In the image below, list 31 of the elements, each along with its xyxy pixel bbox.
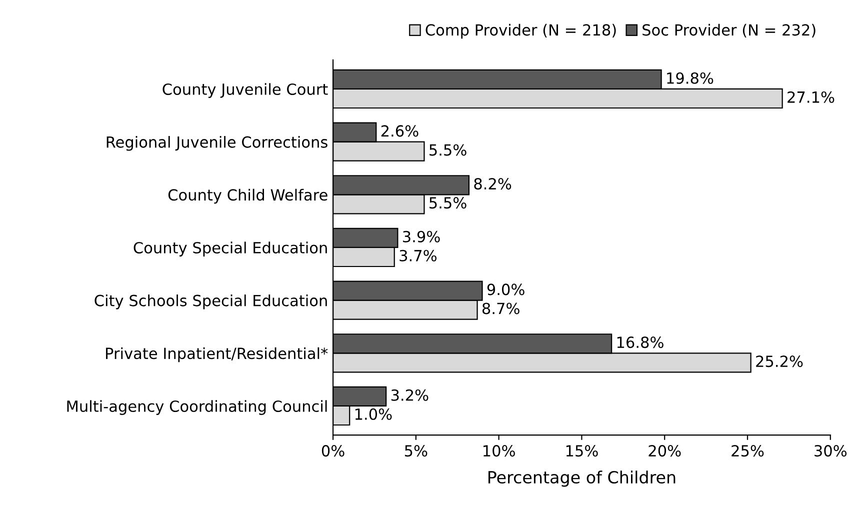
data-label: 1.0%	[355, 408, 392, 420]
data-label: 5.5%	[430, 197, 466, 209]
data-label: 27.1%	[788, 91, 834, 103]
data-label: 5.5%	[430, 144, 466, 156]
data-label: 9.0%	[487, 284, 524, 296]
x-tick-label: 0%	[322, 445, 344, 457]
data-label: 8.7%	[482, 302, 520, 314]
y-tick-label: County Juvenile Court	[162, 83, 328, 98]
x-tick-label: 20%	[648, 445, 681, 457]
y-tick-label: County Special Education	[134, 242, 327, 256]
data-label: 19.8%	[667, 72, 714, 84]
x-tick-label: 25%	[732, 445, 764, 457]
data-label: 3.7%	[400, 250, 437, 262]
data-label: 25.2%	[756, 356, 803, 368]
x-tick-label: 15%	[566, 445, 598, 457]
y-tick-label: Regional Juvenile Corrections	[106, 136, 328, 151]
data-label: 2.6%	[381, 125, 418, 137]
data-label: 8.2%	[474, 178, 512, 190]
data-label: 16.8%	[617, 336, 664, 348]
y-tick-label: Multi-agency Coordinating Council	[67, 400, 327, 415]
legend-label: Comp Provider (N = 218)	[426, 24, 616, 39]
data-label: 3.2%	[391, 389, 428, 401]
data-label: 3.9%	[403, 230, 440, 242]
y-tick-label: City Schools Special Education	[94, 294, 327, 310]
y-tick-label: Private Inpatient/Residential*	[106, 347, 328, 362]
x-tick-label: 5%	[404, 445, 428, 457]
legend-label: Soc Provider (N = 232)	[642, 24, 816, 38]
x-tick-label: 30%	[814, 445, 847, 457]
x-tick-label: 10%	[484, 445, 515, 457]
x-axis-title: Percentage of Children	[488, 470, 676, 487]
y-tick-label: County Child Welfare	[168, 188, 328, 204]
